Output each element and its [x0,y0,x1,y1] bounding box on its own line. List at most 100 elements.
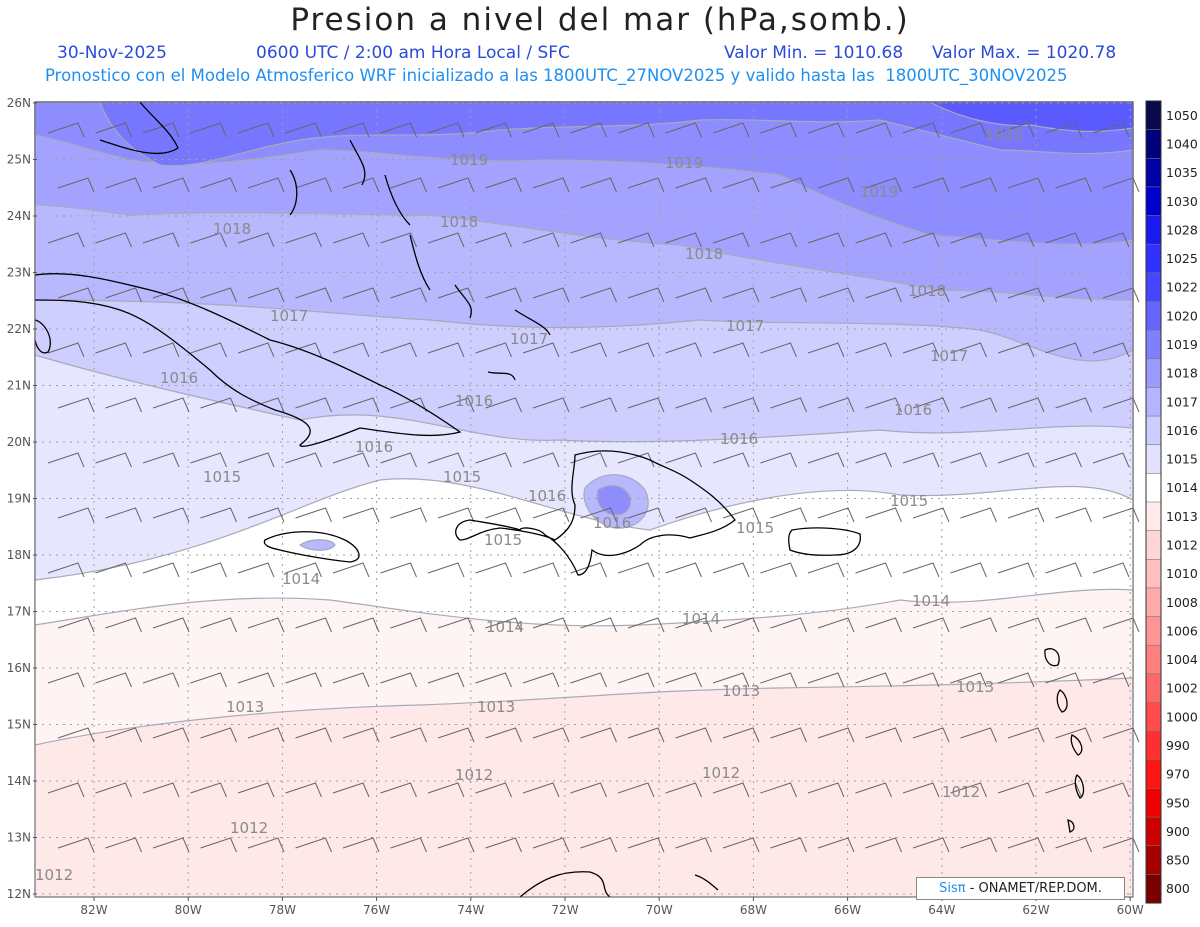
wind-barb [532,287,570,303]
wind-barb [105,617,142,633]
wind-barb [295,507,332,523]
wind-barb [627,507,665,523]
wind-barb [390,617,427,633]
colorbar-swatch [1145,301,1162,331]
wind-barb [950,672,987,688]
wind-barb [855,122,892,138]
colorbar-label: 1050 [1166,108,1198,123]
wind-barb [1092,562,1130,578]
colorbar-label: 1010 [1166,566,1198,581]
colorbar-label: 1022 [1166,280,1198,295]
lon-tick-label: 82W [80,903,107,917]
wind-barb [532,617,570,633]
wind-barb [57,727,95,743]
valid-date: 30-Nov-2025 [57,43,167,63]
wind-barb [475,562,512,578]
wind-barb [902,452,940,468]
colorbar-swatch [1145,644,1162,675]
colorbar-swatch [1145,100,1162,131]
colorbar-swatch [1145,730,1162,761]
valid-time: 0600 UTC / 2:00 am Hora Local / SFC [256,43,570,63]
wind-barb [532,727,570,743]
wind-barb [712,782,750,798]
wind-barb [617,452,655,468]
wind-barb [1007,397,1045,413]
lat-tick-label: 26N [7,96,31,110]
wind-barb [95,232,132,248]
wind-barb [390,287,427,303]
contour-label: 1019 [860,183,898,201]
wind-barb [807,452,845,468]
contour-label: 1016 [528,487,566,505]
wind-barb [522,452,560,468]
credit-text: - ONAMET/REP.DOM. [965,881,1102,896]
wind-barb [380,672,417,688]
colorbar-label: 1015 [1166,452,1198,467]
wind-barb [760,562,797,578]
wind-barb [47,452,85,468]
lat-tick-label: 14N [7,774,31,788]
wind-barb [427,122,465,138]
colorbar-swatch [1145,473,1162,503]
wind-barb [1055,727,1092,743]
wind-barb [295,397,332,413]
wind-barb [665,452,702,468]
wind-barb [760,232,797,248]
colorbar-label: 1017 [1166,394,1198,409]
wind-barb [1092,672,1130,688]
wind-barb [580,617,617,633]
cuba-coast [34,273,462,447]
wind-barb [712,452,750,468]
wind-barb [1092,452,1130,468]
wind-barb [902,122,940,138]
wind-barb [57,837,95,853]
wind-barb [142,562,180,578]
wind-barb [570,342,607,358]
wind-barb [865,287,902,303]
colorbar-swatch [1145,702,1162,732]
contour-label: 1014 [486,618,524,636]
graticule [35,102,1133,897]
wind-barb [95,342,132,358]
wind-barb [332,452,370,468]
wind-barb [142,122,180,138]
wind-barb [237,232,275,248]
wind-barb [475,232,512,248]
colorbar-label: 1040 [1166,136,1198,151]
contour-label: 1013 [226,698,264,716]
wind-barb [865,177,902,193]
wind-barb [390,177,427,193]
max-value: Valor Max. = 1020.78 [932,43,1117,63]
wind-barb [675,617,712,633]
wind-barb [332,232,370,248]
wind-barb [95,122,132,138]
wind-barb [437,727,475,743]
wind-barb [105,507,142,523]
wind-barb [722,287,760,303]
colorbar-swatch [1145,186,1162,217]
wind-barb [247,287,285,303]
contour-labels: 1020 1019 1019 1019 1018 1018 1018 1018 1017 1017… [35,126,1023,884]
wind-barb [142,452,180,468]
contour-label: 1014 [282,570,320,588]
wind-barb [57,507,95,523]
wind-barb [485,727,522,743]
wind-barb [580,177,617,193]
contour-label: 1012 [230,819,268,837]
florida-coast [99,101,179,155]
lat-tick-label: 18N [7,548,31,562]
wind-barb [760,672,797,688]
wind-barb [902,672,940,688]
colorbar-label: 970 [1166,767,1190,782]
colorbar-swatch [1145,444,1162,474]
wind-barb [807,782,845,798]
wind-barb [912,177,950,193]
wind-barb [190,782,227,798]
wind-barb [237,672,275,688]
colorbar-swatch [1145,272,1162,303]
wind-barb [522,122,560,138]
lesser-antilles-3 [1070,734,1083,756]
wind-barb [675,397,712,413]
wind-barb [295,177,332,193]
wind-barb [617,122,655,138]
